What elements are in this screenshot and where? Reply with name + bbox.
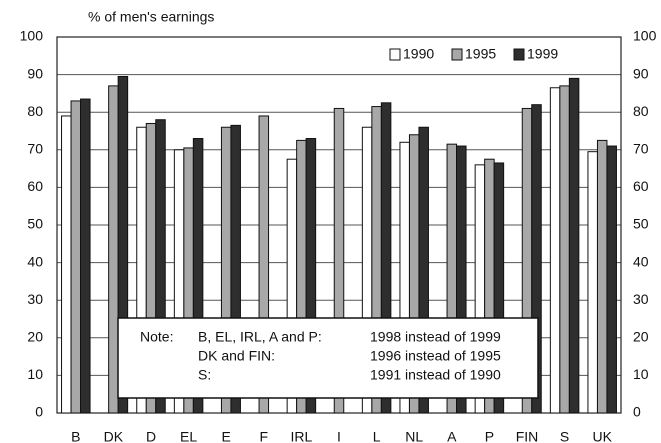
bar <box>418 126 429 414</box>
x-tick-label: S <box>560 429 569 443</box>
bar <box>549 87 561 414</box>
x-tick-label: A <box>447 429 457 443</box>
x-tick-label: I <box>337 429 341 443</box>
x-tick-label: P <box>485 429 494 443</box>
x-tick-label: L <box>373 429 381 443</box>
bar <box>305 138 317 414</box>
x-tick-label: F <box>260 429 269 443</box>
y-tick-label: 10 <box>27 366 43 382</box>
y-tick-label: 40 <box>27 253 43 269</box>
note-value: 1991 instead of 1990 <box>370 367 501 383</box>
y-tick-label: 90 <box>27 65 43 81</box>
legend-label: 1999 <box>527 46 558 62</box>
note-label: Note: <box>140 329 173 345</box>
y2-tick-label: 70 <box>633 141 649 157</box>
x-tick-label: DK <box>104 429 124 443</box>
bar <box>568 77 580 414</box>
y2-tick-label: 10 <box>633 366 649 382</box>
bar <box>70 100 82 414</box>
x-tick-label: B <box>71 429 80 443</box>
x-tick-label: D <box>146 429 156 443</box>
y-tick-label: 50 <box>27 216 43 232</box>
bar <box>192 138 204 414</box>
x-tick-label: UK <box>592 429 612 443</box>
bar <box>258 115 270 414</box>
bar <box>61 115 72 414</box>
legend-swatch <box>513 48 525 61</box>
y-tick-label: 100 <box>20 28 44 44</box>
bar <box>333 107 345 414</box>
y2-tick-label: 0 <box>633 404 641 420</box>
bar <box>606 145 617 414</box>
x-tick-label: IRL <box>291 429 313 443</box>
bar <box>456 145 467 414</box>
y-tick-label: 0 <box>35 404 43 420</box>
x-tick-label: E <box>222 429 231 443</box>
y2-tick-label: 60 <box>633 178 649 194</box>
y-tick-label: 30 <box>27 291 43 307</box>
bar <box>108 85 119 414</box>
legend-swatch <box>451 48 463 61</box>
x-tick-label: NL <box>405 429 423 443</box>
bar <box>559 85 570 414</box>
bar <box>531 104 542 414</box>
y2-tick-label: 90 <box>633 65 649 81</box>
note-value: 1996 instead of 1995 <box>370 348 501 364</box>
y-tick-label: 80 <box>27 103 43 119</box>
y2-tick-label: 20 <box>633 329 649 345</box>
bar <box>155 119 166 414</box>
y2-tick-label: 30 <box>633 291 649 307</box>
x-tick-label: FIN <box>516 429 539 443</box>
bar <box>380 102 392 414</box>
y2-tick-label: 40 <box>633 253 649 269</box>
y-tick-label: 60 <box>27 178 43 194</box>
bar <box>587 151 598 414</box>
legend-label: 1995 <box>465 46 496 62</box>
note-key: B, EL, IRL, A and P: <box>198 329 322 345</box>
y-tick-label: 20 <box>27 329 43 345</box>
legend-swatch <box>389 48 401 61</box>
axis-title: % of men's earnings <box>88 9 214 25</box>
y2-tick-label: 80 <box>633 103 649 119</box>
y2-tick-label: 50 <box>633 216 649 232</box>
note-box <box>117 317 539 399</box>
legend-label: 1990 <box>403 46 434 62</box>
note-key: DK and FIN: <box>198 348 275 364</box>
note-value: 1998 instead of 1999 <box>370 329 501 345</box>
bar <box>117 75 129 414</box>
x-tick-label: EL <box>180 429 197 443</box>
bar <box>596 139 608 414</box>
bar <box>493 162 505 414</box>
y-tick-label: 70 <box>27 141 43 157</box>
bar <box>230 124 241 414</box>
bar <box>80 98 91 414</box>
note-key: S: <box>198 367 211 383</box>
y2-tick-label: 100 <box>633 28 657 44</box>
